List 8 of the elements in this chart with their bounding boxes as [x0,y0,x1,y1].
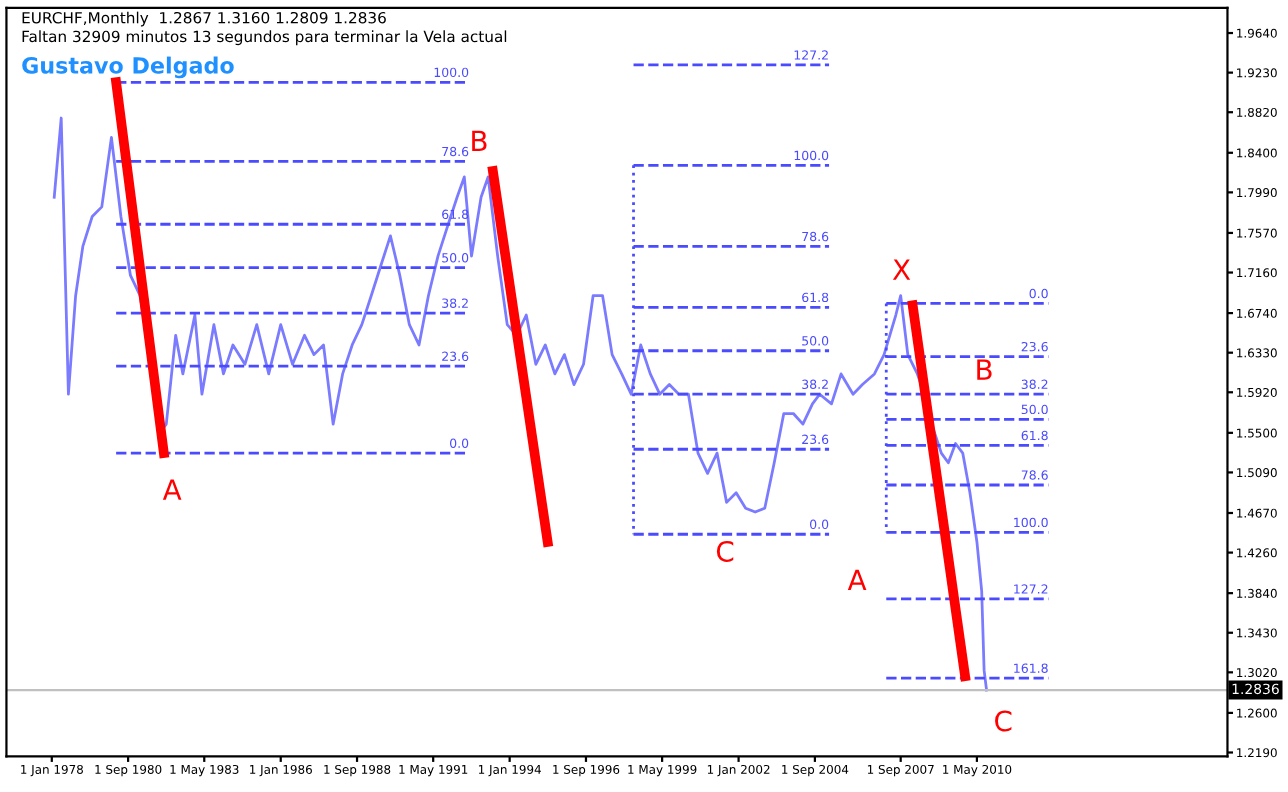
annotation: C [716,540,734,562]
annotation: X [892,259,911,280]
annotation: B [977,359,992,380]
annotation: B [472,130,487,152]
annotation: A [847,569,867,590]
annotation: A [162,479,182,500]
annotation: C [995,710,1012,732]
annotation: Gustavo Delgado [22,56,234,79]
